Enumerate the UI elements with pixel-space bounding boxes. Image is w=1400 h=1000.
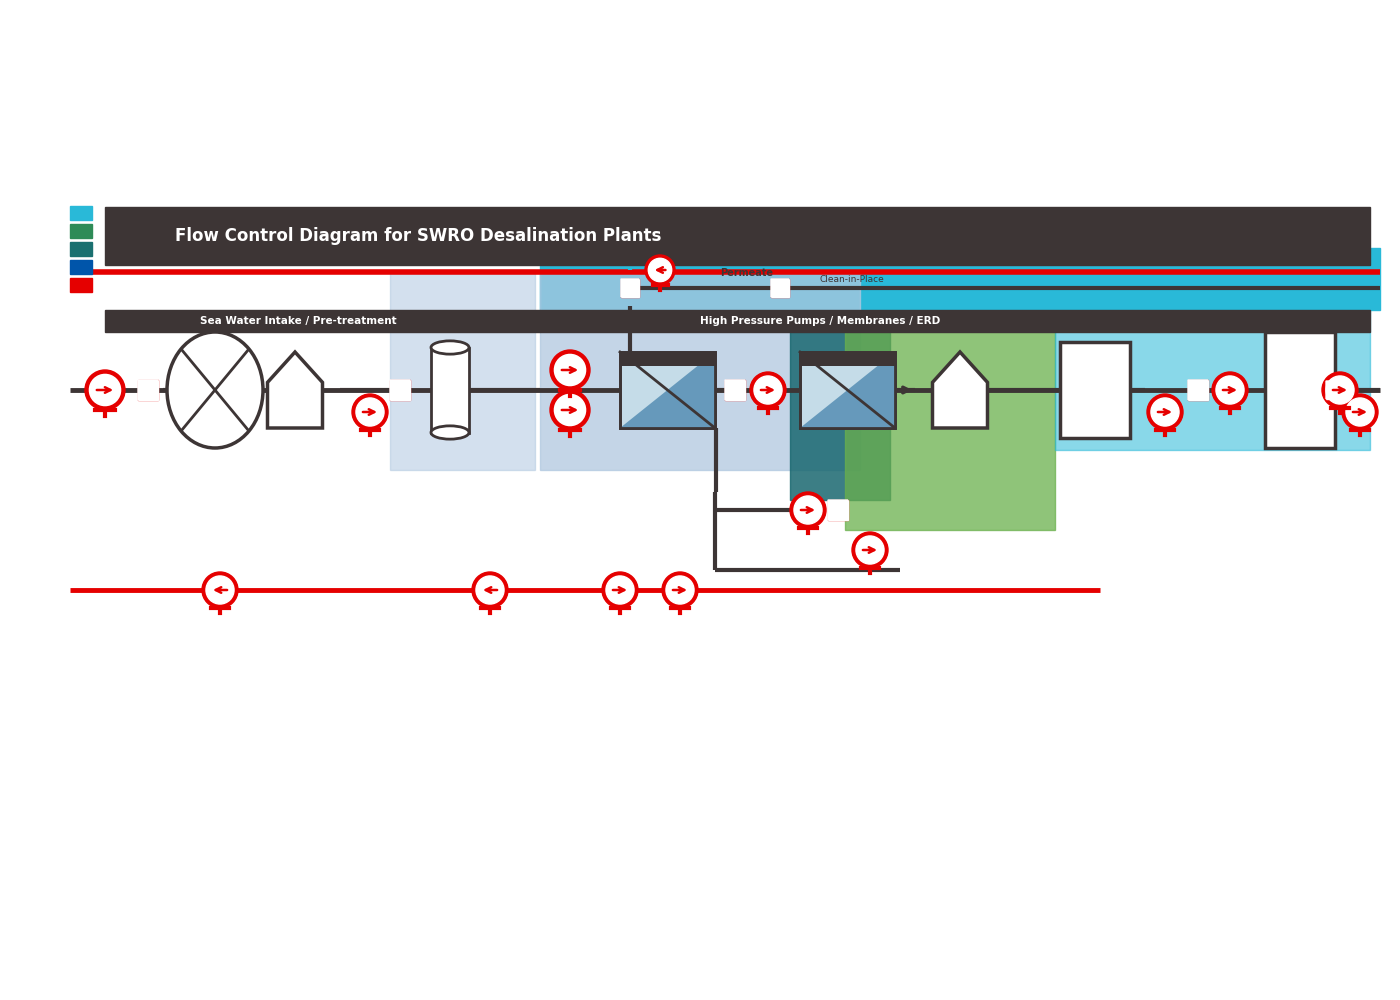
Bar — [105, 310, 540, 332]
Polygon shape — [391, 380, 410, 400]
Bar — [70, 206, 92, 220]
Polygon shape — [139, 380, 158, 400]
Bar — [799, 352, 895, 366]
Bar — [827, 500, 848, 520]
Polygon shape — [1189, 380, 1208, 400]
Polygon shape — [725, 380, 745, 400]
Circle shape — [202, 572, 238, 608]
Bar — [70, 278, 92, 292]
Bar — [799, 352, 895, 428]
Bar — [790, 330, 890, 500]
Circle shape — [1212, 372, 1247, 408]
Circle shape — [1345, 398, 1373, 426]
Circle shape — [1322, 372, 1358, 408]
Circle shape — [662, 572, 699, 608]
Text: Clean-in-Place: Clean-in-Place — [820, 275, 885, 284]
Polygon shape — [1326, 381, 1344, 399]
Circle shape — [351, 394, 388, 430]
Bar — [70, 224, 92, 238]
Circle shape — [794, 496, 822, 524]
Polygon shape — [799, 352, 895, 428]
Polygon shape — [725, 380, 745, 400]
Circle shape — [85, 370, 125, 410]
Bar — [1266, 332, 1336, 448]
Circle shape — [750, 372, 785, 408]
Bar — [1326, 381, 1344, 399]
Polygon shape — [139, 380, 158, 400]
Circle shape — [554, 394, 585, 426]
Bar — [620, 352, 715, 428]
Text: Sea Water Intake / Pre-treatment: Sea Water Intake / Pre-treatment — [200, 316, 396, 326]
Circle shape — [855, 536, 883, 564]
Circle shape — [1343, 394, 1378, 430]
Text: Flow Control Diagram for SWRO Desalination Plants: Flow Control Diagram for SWRO Desalinati… — [175, 227, 661, 245]
Bar — [725, 380, 745, 400]
Bar — [105, 207, 1371, 265]
Bar — [540, 310, 1371, 332]
Circle shape — [90, 374, 120, 406]
Bar — [1056, 250, 1371, 450]
Bar — [799, 352, 895, 428]
Polygon shape — [620, 352, 715, 428]
Polygon shape — [1326, 381, 1344, 399]
Circle shape — [790, 492, 826, 528]
Bar — [391, 380, 410, 400]
Circle shape — [606, 576, 634, 604]
Circle shape — [472, 572, 508, 608]
Bar — [1060, 342, 1130, 438]
Bar — [70, 242, 92, 256]
Bar — [846, 330, 1056, 530]
Bar — [620, 352, 715, 428]
Bar — [391, 270, 535, 470]
Bar — [431, 348, 469, 432]
Bar — [540, 248, 1380, 310]
Circle shape — [356, 398, 384, 426]
Polygon shape — [827, 500, 848, 520]
Circle shape — [550, 350, 589, 390]
Circle shape — [648, 258, 672, 282]
Circle shape — [476, 576, 504, 604]
Bar — [771, 279, 790, 297]
Bar — [1189, 380, 1208, 400]
Circle shape — [645, 255, 675, 285]
Circle shape — [755, 376, 783, 404]
Polygon shape — [1189, 380, 1208, 400]
Circle shape — [554, 354, 585, 386]
Circle shape — [853, 532, 888, 568]
Bar — [622, 279, 638, 297]
Text: Permeate: Permeate — [720, 268, 773, 278]
Circle shape — [1326, 376, 1354, 404]
Circle shape — [1217, 376, 1245, 404]
Bar — [70, 260, 92, 274]
Circle shape — [550, 390, 589, 430]
Polygon shape — [827, 500, 848, 520]
Bar — [540, 270, 860, 470]
Circle shape — [1151, 398, 1179, 426]
Circle shape — [666, 576, 694, 604]
Circle shape — [1147, 394, 1183, 430]
Polygon shape — [932, 352, 987, 428]
Ellipse shape — [431, 426, 469, 439]
Bar — [620, 352, 715, 366]
Polygon shape — [391, 380, 410, 400]
Circle shape — [602, 572, 638, 608]
Polygon shape — [771, 279, 790, 297]
Polygon shape — [622, 279, 638, 297]
Polygon shape — [771, 279, 790, 297]
Text: High Pressure Pumps / Membranes / ERD: High Pressure Pumps / Membranes / ERD — [700, 316, 941, 326]
Circle shape — [206, 576, 234, 604]
Ellipse shape — [431, 341, 469, 354]
Polygon shape — [267, 352, 322, 428]
Polygon shape — [622, 279, 638, 297]
Bar — [139, 380, 158, 400]
Ellipse shape — [167, 332, 263, 448]
